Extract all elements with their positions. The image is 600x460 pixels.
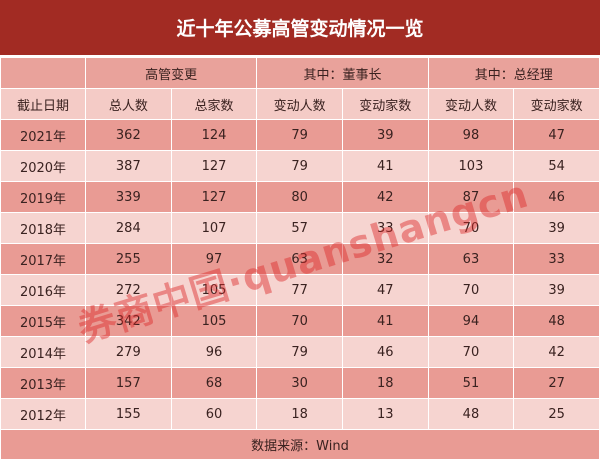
date-cell: 2013年 (0, 367, 86, 399)
group-header: 其中：董事长 (256, 57, 429, 89)
empty-header-cell (0, 57, 86, 89)
source-note: 数据来源：Wind (0, 429, 600, 460)
date-cell: 2021年 (0, 119, 86, 151)
value-cell: 157 (85, 367, 172, 399)
footer-row: 数据来源：Wind (0, 429, 600, 460)
column-header: 总家数 (170, 88, 258, 120)
value-cell: 70 (256, 305, 343, 337)
date-cell: 2020年 (0, 150, 86, 182)
value-cell: 48 (427, 398, 515, 430)
date-cell: 2019年 (0, 181, 86, 213)
column-header: 变动家数 (513, 88, 600, 120)
value-cell: 155 (85, 398, 172, 430)
value-cell: 41 (341, 305, 429, 337)
sub-header-row: 截止日期 总人数 总家数 变动人数 变动家数 变动人数 变动家数 (0, 88, 600, 120)
group-header: 高管变更 (84, 57, 258, 89)
column-header: 总人数 (85, 88, 172, 120)
value-cell: 77 (256, 274, 343, 306)
value-cell: 48 (513, 305, 600, 337)
table-row: 2019年 339 127 80 42 87 46 (0, 181, 600, 213)
value-cell: 41 (341, 150, 429, 182)
value-cell: 87 (427, 181, 515, 213)
table-row: 2020年 387 127 79 41 103 54 (0, 150, 600, 182)
value-cell: 46 (341, 336, 429, 368)
value-cell: 97 (170, 243, 258, 275)
table-row: 2018年 284 107 57 33 70 39 (0, 212, 600, 244)
date-cell: 2016年 (0, 274, 86, 306)
value-cell: 39 (513, 274, 600, 306)
table-row: 2016年 272 105 77 47 70 39 (0, 274, 600, 306)
value-cell: 42 (341, 181, 429, 213)
value-cell: 107 (170, 212, 258, 244)
value-cell: 279 (85, 336, 172, 368)
value-cell: 80 (256, 181, 343, 213)
value-cell: 98 (427, 119, 515, 151)
value-cell: 105 (170, 305, 258, 337)
value-cell: 57 (256, 212, 343, 244)
value-cell: 70 (427, 274, 515, 306)
data-table: 高管变更 其中：董事长 其中：总经理 截止日期 总人数 总家数 变动人数 变动家… (0, 57, 600, 460)
value-cell: 60 (170, 398, 258, 430)
value-cell: 32 (341, 243, 429, 275)
value-cell: 47 (513, 119, 600, 151)
date-cell: 2018年 (0, 212, 86, 244)
value-cell: 272 (85, 274, 172, 306)
value-cell: 68 (170, 367, 258, 399)
column-header: 变动人数 (256, 88, 343, 120)
value-cell: 284 (85, 212, 172, 244)
table-row: 2015年 342 105 70 41 94 48 (0, 305, 600, 337)
value-cell: 47 (341, 274, 429, 306)
table-row: 2014年 279 96 79 46 70 42 (0, 336, 600, 368)
value-cell: 42 (513, 336, 600, 368)
value-cell: 18 (341, 367, 429, 399)
value-cell: 51 (427, 367, 515, 399)
value-cell: 127 (170, 150, 258, 182)
value-cell: 127 (170, 181, 258, 213)
value-cell: 79 (256, 150, 343, 182)
value-cell: 13 (341, 398, 429, 430)
value-cell: 63 (256, 243, 343, 275)
value-cell: 339 (85, 181, 172, 213)
value-cell: 30 (256, 367, 343, 399)
group-header: 其中：总经理 (427, 57, 600, 89)
date-cell: 2015年 (0, 305, 86, 337)
value-cell: 18 (256, 398, 343, 430)
value-cell: 96 (170, 336, 258, 368)
value-cell: 70 (427, 336, 515, 368)
value-cell: 33 (341, 212, 429, 244)
value-cell: 46 (513, 181, 600, 213)
table-row: 2012年 155 60 18 13 48 25 (0, 398, 600, 430)
table-row: 2013年 157 68 30 18 51 27 (0, 367, 600, 399)
table-row: 2017年 255 97 63 32 63 33 (0, 243, 600, 275)
value-cell: 255 (85, 243, 172, 275)
date-cell: 2017年 (0, 243, 86, 275)
value-cell: 39 (341, 119, 429, 151)
column-header: 截止日期 (0, 88, 86, 120)
group-header-row: 高管变更 其中：董事长 其中：总经理 (0, 57, 600, 89)
date-cell: 2012年 (0, 398, 86, 430)
value-cell: 124 (170, 119, 258, 151)
value-cell: 362 (85, 119, 172, 151)
page-title: 近十年公募高管变动情况一览 (0, 0, 600, 57)
value-cell: 70 (427, 212, 515, 244)
value-cell: 27 (513, 367, 600, 399)
value-cell: 33 (513, 243, 600, 275)
value-cell: 94 (427, 305, 515, 337)
column-header: 变动人数 (427, 88, 515, 120)
value-cell: 63 (427, 243, 515, 275)
date-cell: 2014年 (0, 336, 86, 368)
value-cell: 39 (513, 212, 600, 244)
value-cell: 79 (256, 119, 343, 151)
value-cell: 105 (170, 274, 258, 306)
value-cell: 387 (85, 150, 172, 182)
value-cell: 103 (427, 150, 515, 182)
value-cell: 342 (85, 305, 172, 337)
value-cell: 79 (256, 336, 343, 368)
column-header: 变动家数 (341, 88, 429, 120)
value-cell: 54 (513, 150, 600, 182)
value-cell: 25 (513, 398, 600, 430)
table-row: 2021年 362 124 79 39 98 47 (0, 119, 600, 151)
